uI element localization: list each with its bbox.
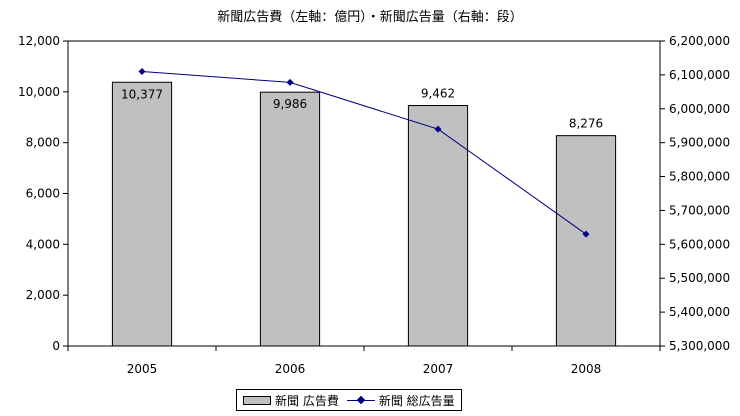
x-axis-tick-label: 2008 — [571, 362, 602, 376]
x-axis-tick-label: 2005 — [127, 362, 158, 376]
right-axis-tick-label: 6,200,000 — [669, 34, 730, 48]
left-axis-tick-label: 4,000 — [26, 237, 60, 251]
legend-item-ad-spend: 新聞 広告費 — [243, 392, 339, 409]
bar — [407, 105, 469, 347]
legend-label-ad-volume: 新聞 総広告量 — [378, 393, 455, 408]
right-axis-tick-label: 5,800,000 — [669, 170, 730, 184]
right-axis-tick-label: 5,900,000 — [669, 136, 730, 150]
legend-swatch-line — [346, 396, 375, 405]
line-point-marker — [286, 78, 294, 86]
x-axis-tick-label: 2006 — [275, 362, 306, 376]
bar-data-label: 9,462 — [421, 87, 455, 101]
x-axis-tick-label: 2007 — [423, 362, 454, 376]
line-point-marker — [138, 68, 146, 75]
left-axis-tick-label: 6,000 — [26, 187, 60, 201]
left-axis-tick-label: 2,000 — [26, 288, 60, 302]
right-axis-tick-label: 5,700,000 — [669, 203, 730, 217]
right-axis-tick-label: 5,300,000 — [669, 339, 730, 353]
chart-legend: 新聞 広告費 新聞 総広告量 — [236, 389, 462, 411]
right-axis-tick-label: 6,100,000 — [669, 68, 730, 82]
right-axis-tick-label: 6,000,000 — [669, 102, 730, 116]
left-axis-tick-label: 0 — [52, 339, 60, 353]
left-axis-tick-label: 10,000 — [18, 85, 60, 99]
bar — [555, 135, 617, 347]
series-line — [141, 71, 587, 235]
bar — [111, 81, 173, 347]
right-axis-tick-label: 5,600,000 — [669, 237, 730, 251]
line-point-marker — [582, 230, 590, 238]
bar — [259, 91, 321, 347]
legend-swatch-bar — [243, 395, 271, 405]
left-axis-tick-label: 8,000 — [26, 136, 60, 150]
line-point-marker — [434, 125, 442, 133]
legend-label-ad-spend: 新聞 広告費 — [275, 393, 339, 408]
right-axis-tick-label: 5,500,000 — [669, 271, 730, 285]
left-axis-tick-label: 12,000 — [18, 34, 60, 48]
chart-title: 新聞広告費（左軸：億円）・新聞広告量（右軸：段） — [217, 10, 523, 25]
bar-data-label: 10,377 — [121, 87, 163, 101]
right-axis-tick-label: 5,400,000 — [669, 305, 730, 319]
bar-data-label: 9,986 — [273, 97, 307, 111]
bar-data-label: 8,276 — [569, 117, 603, 131]
legend-item-ad-volume: 新聞 総広告量 — [346, 392, 455, 409]
